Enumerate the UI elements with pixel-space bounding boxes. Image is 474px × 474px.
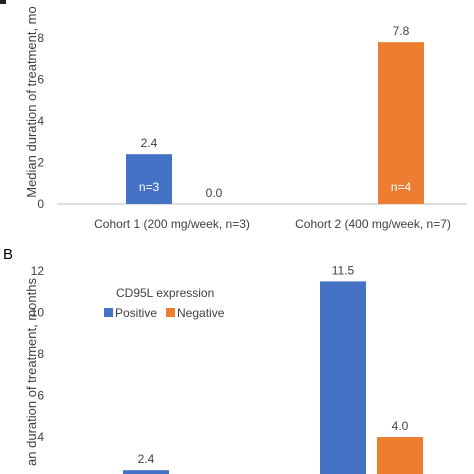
panel-a-category-cohort-2: Cohort 2 (400 mg/week, n=7): [295, 217, 451, 231]
panel-a-bar-negative-2: [378, 42, 424, 205]
panel-b-bar-negative-2: [377, 437, 423, 474]
panel-b-bar-positive-1: [123, 470, 169, 474]
panel-b-data-label-positive-2: 11.5: [332, 263, 355, 277]
panel-a-y-tick-2: 2: [37, 156, 44, 170]
panel-b-bar-positive-2: [320, 281, 366, 474]
panel-a-chart: Median duration of treatment, mo 0 2 4 6 8 2…: [0, 0, 467, 231]
panel-b-data-label-positive-1: 2.4: [138, 452, 155, 466]
panel-a-data-label-negative-2: 7.8: [393, 24, 410, 38]
panel-a-y-tick-8: 8: [37, 31, 44, 45]
panel-a-label-fragment: [0, 0, 6, 4]
legend-swatch-negative: [166, 308, 175, 317]
panel-a-data-label-negative-1: 0.0: [206, 186, 223, 200]
panel-b-y-tick-12: 12: [31, 264, 45, 278]
panel-a-y-tick-0: 0: [37, 197, 44, 211]
panel-b-y-axis-label: an duration of treatment, months: [24, 278, 39, 466]
legend-swatch-positive: [104, 308, 113, 317]
panel-b-y-tick-8: 8: [37, 347, 44, 361]
panel-b-legend: CD95L expression Positive Negative: [104, 286, 225, 320]
legend-title: CD95L expression: [116, 286, 214, 300]
panel-a-y-axis-label: Median duration of treatment, mo: [24, 6, 39, 198]
panel-b-label: B: [3, 246, 13, 263]
panel-b-y-tick-6: 6: [37, 389, 44, 403]
panel-a-inner-label-positive-1: n=3: [139, 180, 160, 194]
panel-a-bar-positive-1: [126, 154, 172, 204]
panel-b-chart: B an duration of treatment, months 4 6 8 10…: [3, 246, 423, 474]
legend-item-positive: Positive: [115, 306, 157, 320]
panel-a-inner-label-negative-2: n=4: [391, 180, 412, 194]
panel-b-y-tick-4: 4: [37, 430, 44, 444]
panel-b-y-tick-10: 10: [31, 306, 45, 320]
panel-a-data-label-positive-1: 2.4: [141, 136, 158, 150]
panel-a-category-cohort-1: Cohort 1 (200 mg/week, n=3): [94, 217, 250, 231]
panel-a-y-tick-4: 4: [37, 114, 44, 128]
panel-b-data-label-negative-2: 4.0: [392, 419, 409, 433]
legend-item-negative: Negative: [177, 306, 225, 320]
panel-a-y-tick-6: 6: [37, 73, 44, 87]
